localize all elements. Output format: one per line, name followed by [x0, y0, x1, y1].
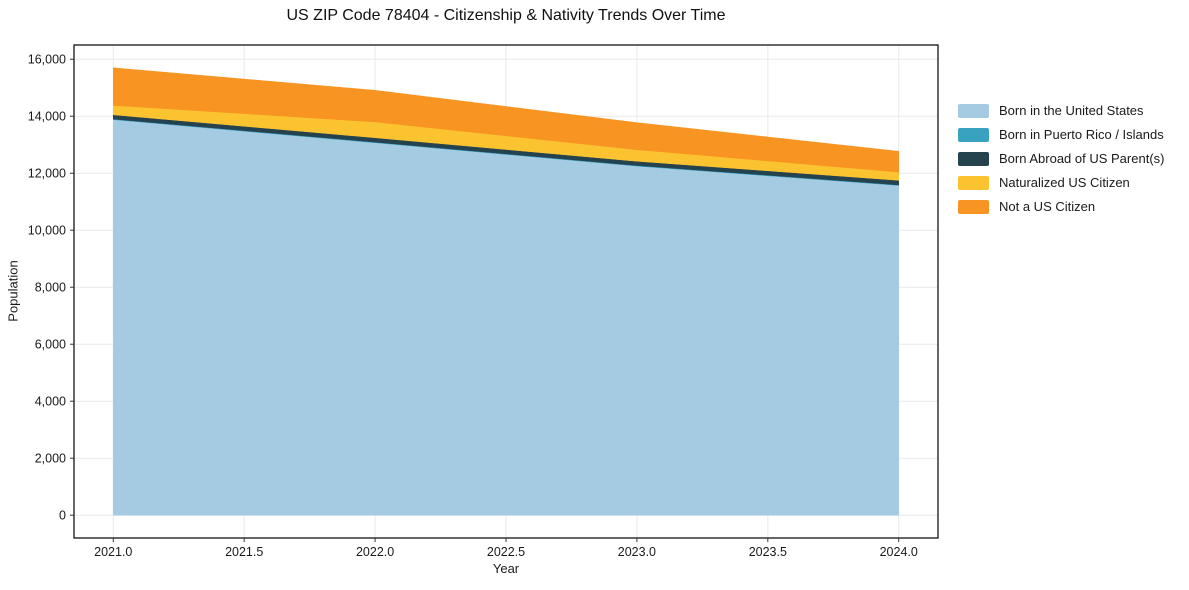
x-tick-label: 2024.0	[880, 545, 918, 559]
x-tick-label: 2022.0	[356, 545, 394, 559]
y-tick-label: 0	[59, 509, 66, 523]
legend: Born in the United States Born in Puerto …	[958, 103, 1164, 214]
y-tick-label: 2,000	[35, 452, 66, 466]
legend-item: Not a US Citizen	[958, 199, 1164, 214]
chart-title: US ZIP Code 78404 - Citizenship & Nativi…	[286, 7, 726, 24]
legend-label: Not a US Citizen	[999, 199, 1096, 214]
legend-label: Born Abroad of US Parent(s)	[999, 151, 1165, 166]
legend-label: Born in the United States	[999, 103, 1144, 118]
y-tick-label: 16,000	[28, 53, 66, 67]
area-not-a-us-citizen	[113, 67, 899, 173]
x-tick-label: 2023.5	[749, 545, 787, 559]
x-axis-label: Year	[492, 561, 520, 576]
legend-label: Born in Puerto Rico / Islands	[999, 127, 1164, 142]
area-born-in-the-united-states	[113, 119, 899, 516]
y-tick-label: 6,000	[35, 338, 66, 352]
legend-swatch-icon	[958, 199, 989, 214]
y-tick-label: 4,000	[35, 395, 66, 409]
legend-item: Born in the United States	[958, 103, 1164, 118]
legend-item: Born Abroad of US Parent(s)	[958, 151, 1164, 166]
legend-item: Born in Puerto Rico / Islands	[958, 127, 1164, 142]
y-tick-label: 8,000	[35, 281, 66, 295]
legend-swatch-icon	[958, 175, 989, 190]
x-tick-label: 2021.5	[225, 545, 263, 559]
x-tick-label: 2023.0	[618, 545, 656, 559]
y-tick-label: 10,000	[28, 224, 66, 238]
y-tick-label: 12,000	[28, 167, 66, 181]
x-tick-label: 2021.0	[94, 545, 132, 559]
y-axis-label: Population	[5, 260, 21, 322]
legend-swatch-icon	[958, 103, 989, 118]
legend-item: Naturalized US Citizen	[958, 175, 1164, 190]
legend-label: Naturalized US Citizen	[999, 175, 1130, 190]
legend-swatch-icon	[958, 127, 989, 142]
y-tick-label: 14,000	[28, 110, 66, 124]
x-tick-label: 2022.5	[487, 545, 525, 559]
legend-swatch-icon	[958, 151, 989, 166]
